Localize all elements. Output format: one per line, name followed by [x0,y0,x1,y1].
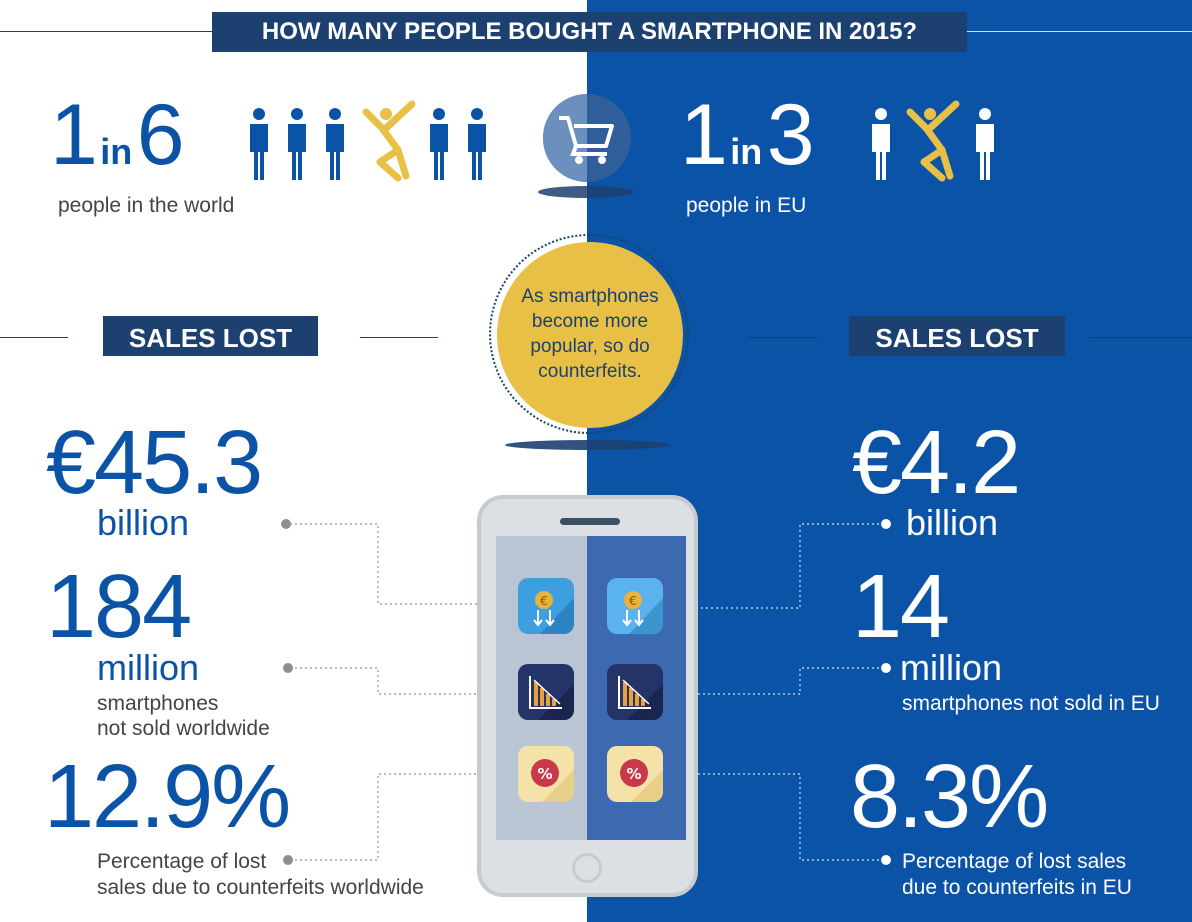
title-rule-right [967,31,1192,32]
right-units-desc: smartphones not sold in EU [902,692,1160,715]
phone-home-button [572,853,602,883]
right-amount-value: €4.2 [852,413,1021,513]
eu-people-icons [872,100,994,182]
cart-shadow [538,186,634,198]
left-units-unit: million [97,647,200,688]
counterfeit-bubble-text: As smartphones become more popular, so d… [521,286,659,382]
eu-ratio-den: 3 [766,87,815,183]
euro-coin-down-icon: € [607,578,663,634]
world-label: people in the world [58,194,235,217]
right-pct-value: 8.3% [850,747,1049,847]
phone-speaker [560,518,620,525]
banner-rule-right-b [1090,337,1192,338]
shopping-cart-badge [543,94,631,182]
counterfeit-bubble [497,242,683,428]
banner-rule-left-b [360,337,438,338]
svg-text:€: € [629,594,637,608]
right-sales-lost-banner: SALES LOST [849,316,1065,356]
left-amount-unit: billion [97,502,190,543]
eu-ratio-num: 1 [680,87,728,183]
svg-text:%: % [626,765,641,783]
connector-dot [881,519,891,529]
svg-text:€: € [540,594,548,608]
left-units-desc-1: smartphones [97,692,219,715]
percent-badge-icon: % [518,746,574,802]
left-pct-desc-2: sales due to counterfeits worldwide [97,876,424,899]
connector-dot [283,855,293,865]
title-rule-left [0,31,212,32]
world-ratio-in: in [100,131,133,172]
left-units-desc-2: not sold worldwide [97,717,270,740]
connector-dot [283,663,293,673]
eu-ratio-in: in [730,131,763,172]
left-pct-desc-1: Percentage of lost [97,850,267,873]
left-amount-value: €45.3 [46,413,263,513]
percent-badge-icon: % [607,746,663,802]
world-ratio-den: 6 [136,87,185,183]
banner-rule-left-a [0,337,68,338]
right-units-unit: million [900,647,1003,688]
svg-text:%: % [537,765,552,783]
declining-chart-icon [518,664,574,720]
page-title: HOW MANY PEOPLE BOUGHT A SMARTPHONE IN 2… [212,12,967,52]
right-pct-desc-2: due to counterfeits in EU [902,876,1132,899]
world-ratio-num: 1 [50,87,98,183]
euro-coin-down-icon: € [518,578,574,634]
world-people-icons [250,100,486,182]
connector-dot [881,855,891,865]
bubble-ring [489,234,689,434]
shopping-cart-icon [559,116,614,164]
eu-label: people in EU [686,194,807,217]
eu-ratio: 1 in 3 [680,92,815,178]
declining-chart-icon [607,664,663,720]
banner-rule-right-a [748,337,818,338]
right-units-value: 14 [852,557,950,657]
left-pct-value: 12.9% [44,747,291,847]
left-sales-lost-banner: SALES LOST [103,316,318,356]
jumping-person-icon [362,100,416,182]
jumping-person-icon [906,100,960,182]
connector-dot [881,663,891,673]
left-units-value: 184 [46,557,192,657]
world-ratio: 1 in 6 [50,92,185,178]
right-amount-unit: billion [906,502,999,543]
right-pct-desc-1: Percentage of lost sales [902,850,1127,873]
bubble-shadow [505,440,671,450]
connector-dot [281,519,291,529]
